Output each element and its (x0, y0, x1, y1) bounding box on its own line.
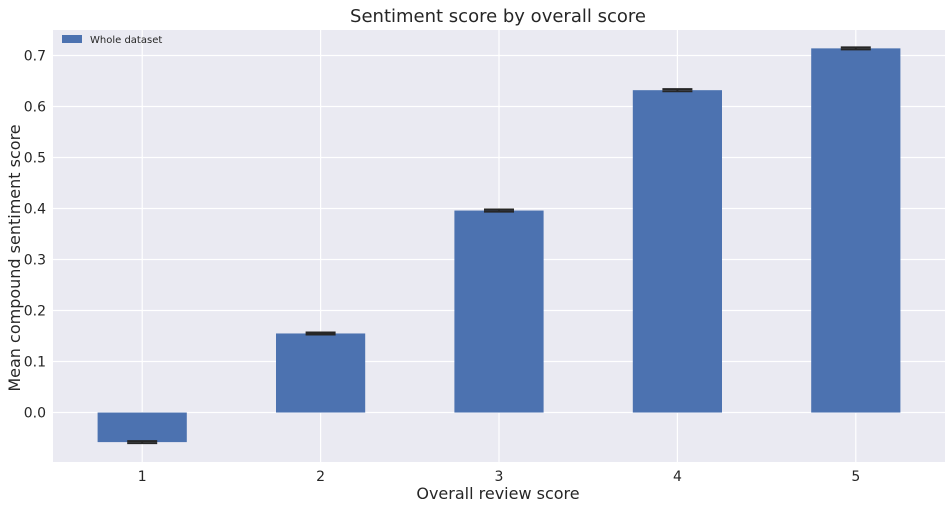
y-tick-label: 0.6 (24, 100, 46, 116)
y-axis-label: Mean compound sentiment score (5, 124, 24, 391)
chart-title: Sentiment score by overall score (350, 6, 646, 27)
legend: Whole dataset (62, 35, 162, 46)
x-tick-label: 1 (138, 469, 147, 485)
x-tick-label: 5 (851, 469, 860, 485)
y-axis-ticks: 0.0 0.1 0.2 0.3 0.4 0.5 0.6 0.7 (24, 49, 46, 422)
x-tick-label: 2 (316, 469, 325, 485)
y-tick-label: 0.1 (24, 355, 46, 371)
y-tick-label: 0.5 (24, 151, 46, 167)
bar (632, 90, 722, 413)
legend-swatch (62, 35, 82, 43)
bar (454, 210, 544, 413)
x-axis-ticks: 1 2 3 4 5 (138, 469, 861, 485)
y-tick-label: 0.7 (24, 49, 46, 65)
y-tick-label: 0.4 (24, 202, 46, 218)
x-axis-label: Overall review score (416, 484, 579, 503)
bar (97, 412, 187, 443)
y-tick-label: 0.0 (24, 406, 46, 422)
bars (97, 48, 901, 443)
bar (276, 333, 366, 413)
x-tick-label: 3 (495, 469, 504, 485)
x-tick-label: 4 (673, 469, 682, 485)
error-bars (127, 46, 871, 445)
bar (811, 48, 901, 413)
y-tick-label: 0.2 (24, 304, 46, 320)
legend-label: Whole dataset (90, 35, 162, 46)
y-tick-label: 0.3 (24, 253, 46, 269)
